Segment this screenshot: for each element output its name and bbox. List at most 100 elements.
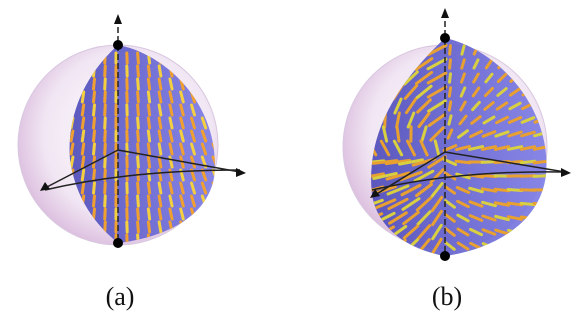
spin (181, 222, 184, 232)
spin (509, 230, 522, 233)
spin (170, 118, 172, 128)
spin (82, 144, 83, 154)
spin (537, 61, 546, 67)
spin (170, 105, 172, 115)
spin (202, 66, 205, 76)
spin (94, 79, 95, 89)
spin (363, 227, 381, 236)
spin (138, 222, 139, 232)
spin (82, 92, 83, 102)
spin (105, 131, 106, 141)
spin (170, 157, 172, 167)
spin (537, 47, 545, 54)
spin (94, 170, 95, 180)
spin (213, 235, 217, 245)
spin (82, 183, 83, 193)
spin (159, 209, 161, 219)
spin (170, 131, 172, 141)
spin (534, 161, 548, 163)
spin (213, 183, 217, 193)
spin (148, 118, 149, 128)
spin (213, 222, 217, 232)
arrow (114, 14, 122, 24)
spin (159, 157, 161, 167)
spin (105, 183, 106, 193)
spin (202, 79, 205, 89)
spin (159, 118, 161, 128)
spin (82, 157, 83, 167)
pole (440, 33, 450, 43)
spin (159, 131, 161, 141)
spin (159, 183, 161, 193)
panel-b: (b) (343, 8, 571, 311)
spin (522, 244, 535, 247)
spin (170, 196, 172, 206)
spin (377, 241, 393, 252)
spin (138, 92, 139, 102)
spin (138, 209, 139, 219)
spin (213, 79, 217, 89)
spin (213, 53, 217, 63)
spin (202, 53, 205, 63)
spin (105, 92, 106, 102)
spin (213, 196, 217, 206)
spin (94, 144, 95, 154)
spin (148, 170, 149, 180)
spin (148, 157, 149, 167)
spin (213, 66, 217, 76)
spin (483, 244, 494, 249)
spin (94, 118, 95, 128)
spin (170, 209, 172, 219)
spin (105, 196, 106, 206)
spin (496, 244, 508, 248)
spin (170, 92, 172, 102)
spin (105, 118, 106, 128)
spin (148, 144, 149, 154)
spin (159, 196, 161, 206)
spin (105, 66, 106, 76)
spin (138, 53, 139, 63)
spin (159, 66, 161, 76)
spin (523, 75, 532, 81)
spin (148, 79, 149, 89)
spin (82, 170, 83, 180)
spin (450, 74, 451, 82)
spin (363, 241, 380, 251)
figure: (a) (b) (0, 0, 576, 329)
spin (94, 196, 95, 206)
spin (181, 53, 184, 63)
spin (138, 131, 139, 141)
panel-label: (a) (106, 282, 135, 311)
spin (105, 157, 106, 167)
spin (449, 102, 450, 110)
spin (202, 235, 205, 245)
spin (71, 235, 73, 245)
spin (159, 144, 161, 154)
spin (105, 222, 106, 232)
spin (82, 131, 83, 141)
spin (192, 66, 195, 76)
arrow (561, 168, 571, 177)
spin (449, 116, 451, 124)
spin (82, 105, 83, 115)
spin (534, 217, 548, 219)
spin (82, 118, 83, 128)
spin (534, 231, 548, 233)
spin (170, 183, 172, 193)
spin (213, 105, 217, 115)
panel-label: (b) (432, 282, 462, 311)
spin (159, 105, 161, 115)
spin (148, 66, 149, 76)
spin (450, 60, 451, 68)
pole (440, 251, 450, 261)
spin (138, 105, 139, 115)
arrow (441, 8, 449, 18)
spin (138, 183, 139, 193)
spin (148, 209, 149, 219)
spin (105, 209, 106, 219)
spin (148, 131, 149, 141)
spin (148, 105, 149, 115)
spin (511, 60, 518, 67)
spin (138, 79, 139, 89)
spin (536, 75, 546, 81)
